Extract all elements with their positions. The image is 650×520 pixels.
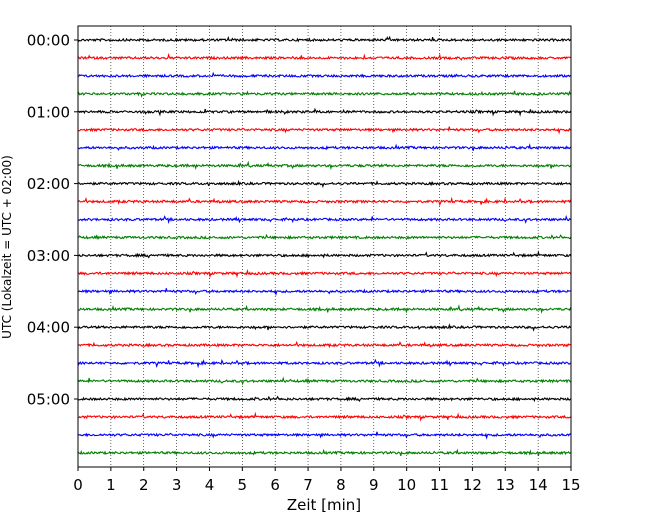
trace-line [77,323,572,332]
x-tick-label: 15 [561,476,580,494]
trace-line [77,448,572,457]
trace-line [77,160,572,171]
trace-line [77,214,572,225]
x-tick-label: 1 [106,476,116,494]
x-tick-label: 5 [238,476,248,494]
trace-line [77,340,572,349]
x-tick-label: 6 [270,476,280,494]
y-tick-label: 03:00 [27,247,70,265]
x-tick-label: 0 [73,476,83,494]
trace-line [77,268,572,279]
trace-line [77,358,572,369]
x-tick-label: 7 [303,476,313,494]
x-tick-label: 9 [369,476,379,494]
y-tick-label: 01:00 [27,103,70,121]
x-tick-label: 10 [397,476,416,494]
trace-line [77,71,572,79]
x-tick-label: 14 [529,476,548,494]
x-tick-label: 2 [139,476,149,494]
trace-line [77,233,572,241]
x-tick-label: 8 [336,476,346,494]
trace-line [77,288,572,297]
y-tick-label: 04:00 [27,319,70,337]
trace-line [77,411,572,422]
trace-line [77,250,572,259]
trace-line [77,143,572,151]
x-gridlines [110,26,539,467]
trace-line [77,35,572,43]
y-tick-label: 00:00 [27,32,70,50]
trace-line [77,196,572,207]
x-tick-label: 12 [463,476,482,494]
trace-line [77,52,572,61]
seismic-traces [77,35,572,457]
trace-line [77,107,572,117]
y-axis-label: UTC (Lokalzeit = UTC + 02:00) [0,155,14,339]
x-axis-ticks: 0 1 2 3 4 5 6 7 8 9 10 11 12 13 14 15 [73,467,581,494]
x-tick-label: 3 [172,476,182,494]
x-axis-label: Zeit [min] [287,496,361,514]
trace-line [77,431,572,440]
plot-frame [77,25,572,468]
trace-line [77,376,572,386]
y-axis-ticks: 00:00 01:00 02:00 03:00 04:00 05:00 [27,32,78,409]
x-tick-label: 11 [430,476,449,494]
x-tick-label: 4 [205,476,215,494]
trace-line [77,179,572,189]
y-tick-label: 02:00 [27,175,70,193]
trace-line [77,304,572,314]
x-tick-label: 13 [496,476,515,494]
y-tick-label: 05:00 [27,391,70,409]
trace-line [77,90,572,98]
trace-line [77,395,572,403]
trace-line [77,126,572,135]
